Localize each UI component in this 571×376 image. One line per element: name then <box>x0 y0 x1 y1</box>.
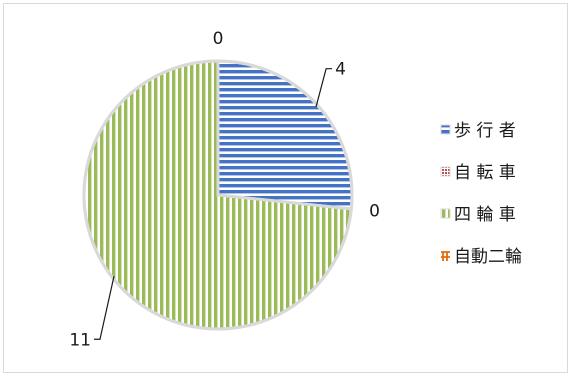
data-label: 0 <box>369 202 380 222</box>
data-label: 4 <box>335 60 346 80</box>
legend-swatch <box>440 166 451 177</box>
data-label: 11 <box>69 330 91 350</box>
legend-label: 歩 行 者 <box>454 121 516 141</box>
pie-outline <box>82 59 354 331</box>
legend-label: 自動二輪 <box>454 247 522 267</box>
chart-area: 4 0 11 0 歩 行 者自 転 車四 輪 車自動二輪 <box>3 3 568 373</box>
legend-swatch <box>440 208 451 219</box>
legend-entry: 歩 行 者 <box>440 121 516 141</box>
leader-line <box>93 276 115 340</box>
legend-label: 四 輪 車 <box>454 205 516 225</box>
pie-slice <box>216 59 354 211</box>
leader-lines <box>93 68 333 340</box>
legend-label: 自 転 車 <box>454 163 516 183</box>
pie-slices <box>82 59 354 331</box>
legend-swatch <box>440 124 451 135</box>
legend-entry: 自 転 車 <box>440 163 516 183</box>
leader-line <box>315 68 333 107</box>
legend-entry: 四 輪 車 <box>440 205 516 225</box>
legend-swatch <box>441 251 450 261</box>
data-label: 0 <box>213 29 224 49</box>
data-labels: 4 0 11 0 <box>69 29 380 350</box>
legend-entry: 自動二輪 <box>441 247 522 267</box>
